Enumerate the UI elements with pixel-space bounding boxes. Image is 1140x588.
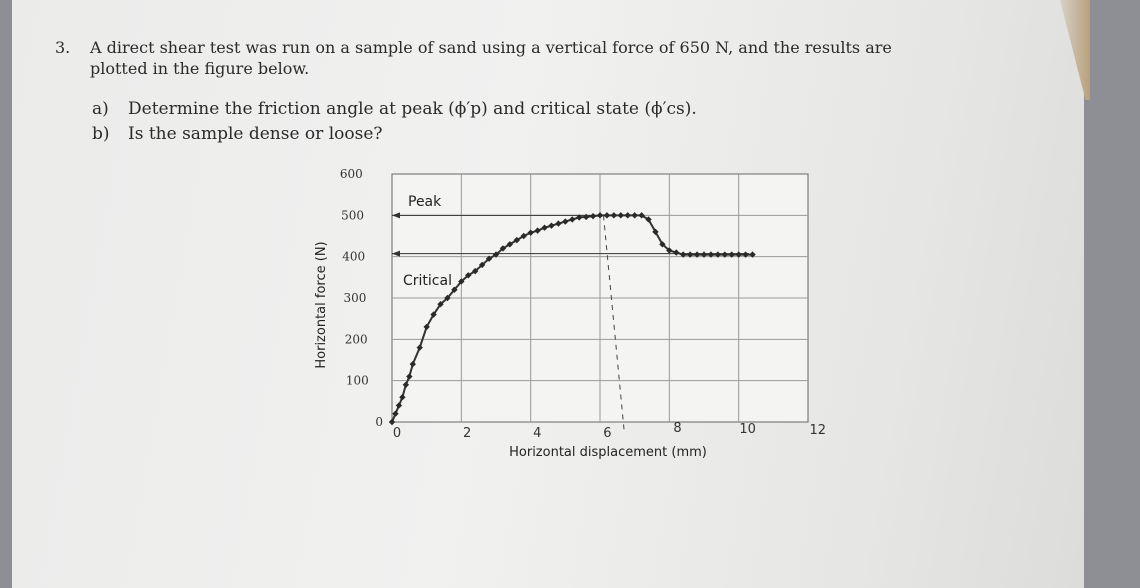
y-tick-label: 300: [343, 291, 366, 305]
data-point: [548, 222, 555, 229]
y-tick-label: 200: [345, 332, 368, 346]
data-point: [589, 212, 597, 220]
x-tick-labels: 0 2 4 6 8 10 12: [393, 421, 826, 441]
data-point: [527, 229, 534, 236]
data-point: [451, 286, 458, 293]
data-point: [472, 267, 479, 275]
data-point: [506, 241, 514, 248]
data-point: [409, 360, 416, 368]
data-point: [652, 228, 659, 236]
peak-annotation: Peak: [408, 194, 442, 210]
data-point: [721, 251, 728, 258]
x-tick-label: 10: [739, 422, 756, 437]
question-text-line1: A direct shear test was run on a sample …: [90, 38, 892, 57]
data-point: [742, 251, 749, 258]
data-point: [645, 216, 652, 223]
data-point: [714, 251, 722, 258]
part-a-text: Determine the friction angle at peak (ϕ′…: [128, 99, 697, 119]
x-tick-label: 8: [673, 421, 681, 436]
data-point: [485, 255, 493, 262]
y-tick-label: 600: [340, 167, 363, 181]
data-point: [638, 212, 645, 219]
data-point: [610, 212, 618, 219]
data-point: [582, 213, 590, 221]
data-point: [406, 373, 413, 380]
data-point: [749, 251, 756, 258]
y-axis-label: Horizontal force (N): [314, 241, 329, 368]
data-point: [603, 212, 611, 219]
data-point: [735, 251, 742, 258]
data-point: [596, 212, 604, 219]
data-point: [458, 278, 465, 285]
data-point: [478, 261, 486, 269]
data-point: [513, 236, 520, 244]
peak-drop-line: [602, 215, 625, 433]
x-tick-label: 6: [603, 426, 611, 441]
question-text-line2: plotted in the figure below.: [90, 59, 310, 78]
y-tick-label: 0: [375, 415, 383, 429]
y-tick-labels: 0 100 200 300 400 500 600: [340, 167, 383, 429]
data-point: [465, 272, 472, 279]
data-point: [624, 212, 631, 219]
data-point: [686, 251, 694, 258]
data-point: [541, 224, 548, 231]
data-point: [693, 251, 701, 258]
data-point: [430, 311, 437, 318]
question-number: 3.: [55, 38, 71, 57]
peak-arrowhead: [392, 212, 400, 219]
data-point: [576, 214, 583, 221]
x-tick-label: 2: [463, 426, 471, 441]
y-tick-label: 500: [341, 208, 364, 222]
data-point: [728, 251, 735, 258]
data-point: [680, 251, 687, 258]
critical-arrowhead: [392, 250, 400, 257]
x-tick-label: 12: [810, 423, 827, 438]
data-series: [388, 212, 756, 426]
data-point: [659, 241, 666, 248]
data-point: [569, 216, 576, 223]
part-b-text: Is the sample dense or loose?: [128, 124, 383, 144]
y-tick-label: 100: [346, 374, 369, 388]
data-point: [423, 323, 430, 331]
data-point: [437, 301, 444, 308]
data-point: [402, 381, 410, 388]
part-b-label: b): [92, 124, 110, 144]
data-point: [388, 418, 396, 426]
data-point: [700, 251, 708, 258]
x-axis-label: Horizontal displacement (mm): [509, 445, 707, 460]
data-point: [562, 218, 569, 225]
data-point: [673, 249, 680, 256]
x-tick-label: 4: [533, 426, 541, 441]
data-point: [707, 251, 715, 258]
data-point: [666, 247, 673, 254]
data-point: [520, 232, 527, 240]
data-point: [555, 220, 562, 227]
critical-annotation: Critical: [403, 273, 452, 289]
data-point: [499, 245, 507, 252]
data-point: [395, 402, 403, 409]
data-point: [534, 227, 541, 234]
part-a-label: a): [92, 99, 109, 119]
data-point: [399, 394, 406, 401]
y-tick-label: 400: [342, 250, 365, 264]
data-point: [492, 251, 500, 258]
x-tick-label: 0: [393, 426, 401, 441]
data-point: [631, 212, 638, 219]
data-point: [617, 212, 624, 219]
data-point: [392, 410, 399, 417]
data-point: [416, 344, 423, 351]
data-point: [444, 294, 451, 302]
